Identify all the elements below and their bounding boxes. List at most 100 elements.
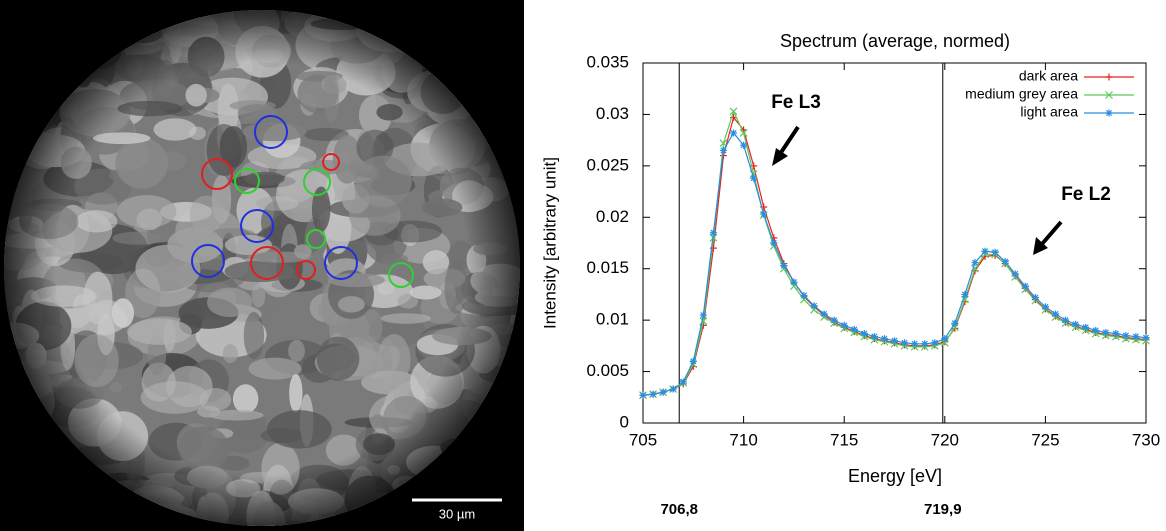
- point-marker: [1142, 334, 1150, 342]
- y-tick-label: 0.015: [586, 258, 629, 277]
- point-marker: [941, 335, 949, 343]
- y-tick-label: 0.03: [596, 104, 629, 123]
- roi-light: [324, 246, 358, 280]
- point-marker: [1122, 332, 1130, 340]
- series-line: [642, 109, 1147, 396]
- x-tick-label: 715: [830, 430, 858, 449]
- reference-label: 719,9: [924, 501, 962, 518]
- vignette: [4, 10, 520, 526]
- point-marker: [739, 129, 748, 137]
- point-marker: [709, 229, 717, 237]
- point-marker: [699, 311, 707, 319]
- roi-medium: [234, 168, 260, 194]
- plot-frame: [642, 62, 1147, 424]
- point-marker: [1021, 282, 1029, 290]
- point-marker: [820, 310, 828, 318]
- point-marker: [951, 319, 959, 327]
- point-marker: [1132, 333, 1140, 341]
- arrows: [778, 125, 1063, 246]
- point-marker: [730, 129, 738, 137]
- annotation: Fe L2: [1061, 184, 1111, 205]
- annotation: Fe L3: [771, 92, 821, 113]
- point-marker: [880, 335, 888, 343]
- roi-light: [254, 115, 288, 149]
- point-marker: [901, 339, 909, 347]
- point-marker: [830, 316, 838, 324]
- roi-dark: [201, 158, 233, 190]
- y-tick-label: 0.005: [586, 361, 629, 380]
- y-tick-label: 0: [620, 412, 629, 431]
- point-marker: [840, 321, 848, 329]
- x-tick-label: 730: [1132, 430, 1160, 449]
- point-marker: [639, 391, 647, 399]
- legend-marker: [1105, 109, 1113, 117]
- x-tick-label: 705: [629, 430, 657, 449]
- x-tick-label: 725: [1031, 430, 1059, 449]
- point-marker: [961, 290, 969, 298]
- chart-title: Spectrum (average, normed): [780, 31, 1010, 51]
- point-marker: [810, 302, 818, 310]
- roi-dark: [322, 153, 340, 171]
- arrow: [1040, 220, 1063, 246]
- y-tick-label: 0.02: [596, 207, 629, 226]
- point-marker: [1112, 330, 1120, 338]
- legend-label: medium grey area: [965, 86, 1078, 102]
- point-marker: [991, 248, 999, 256]
- point-marker: [750, 174, 758, 182]
- point-marker: [659, 388, 667, 396]
- series-line: [642, 116, 1147, 396]
- point-marker: [1072, 320, 1080, 328]
- arrow: [778, 125, 800, 156]
- legend-label: dark area: [1019, 68, 1078, 84]
- roi-light: [191, 244, 225, 278]
- point-marker: [740, 141, 748, 149]
- x-tick-label: 720: [931, 430, 959, 449]
- arrowhead: [772, 148, 788, 166]
- legend-marker: [1105, 91, 1113, 99]
- y-tick-label: 0.01: [596, 310, 629, 329]
- point-marker: [1041, 303, 1049, 311]
- point-marker: [1031, 294, 1039, 302]
- point-marker: [1082, 323, 1090, 331]
- x-axis-label: Energy [eV]: [848, 466, 942, 486]
- roi-dark: [250, 246, 284, 280]
- point-marker: [921, 340, 929, 348]
- point-marker: [669, 385, 677, 393]
- point-marker: [931, 339, 939, 347]
- point-marker: [860, 330, 868, 338]
- roi-dark: [296, 260, 316, 280]
- point-marker: [780, 262, 788, 270]
- y-axis-label: Intensity [arbitrary unit]: [540, 157, 559, 329]
- arrowhead: [1033, 237, 1048, 255]
- point-marker: [1062, 316, 1070, 324]
- point-marker: [911, 340, 919, 348]
- point-marker: [679, 378, 687, 386]
- point-marker: [870, 333, 878, 341]
- point-marker: [689, 357, 697, 365]
- point-marker: [1051, 310, 1059, 318]
- reference-label: 706,8: [660, 501, 698, 518]
- point-marker: [729, 107, 738, 116]
- point-marker: [800, 291, 808, 299]
- point-marker: [891, 337, 898, 345]
- x-tick-label: 710: [729, 430, 757, 449]
- point-marker: [760, 210, 768, 218]
- point-marker: [770, 239, 778, 247]
- y-tick-label: 0.035: [586, 52, 629, 71]
- point-marker: [1011, 270, 1019, 278]
- legend-marker: [1105, 73, 1113, 81]
- roi-medium: [388, 262, 414, 288]
- roi-medium: [303, 168, 331, 196]
- point-marker: [981, 247, 989, 255]
- y-tick-label: 0.025: [586, 155, 629, 174]
- legend-label: light area: [1020, 104, 1078, 120]
- point-marker: [850, 325, 858, 333]
- series-line: [642, 131, 1147, 396]
- point-marker: [1102, 328, 1110, 336]
- point-marker: [719, 146, 727, 154]
- point-marker: [649, 390, 657, 398]
- point-marker: [1001, 258, 1009, 266]
- scale-bar-label: 30 µm: [439, 506, 475, 521]
- roi-circles: [191, 115, 414, 288]
